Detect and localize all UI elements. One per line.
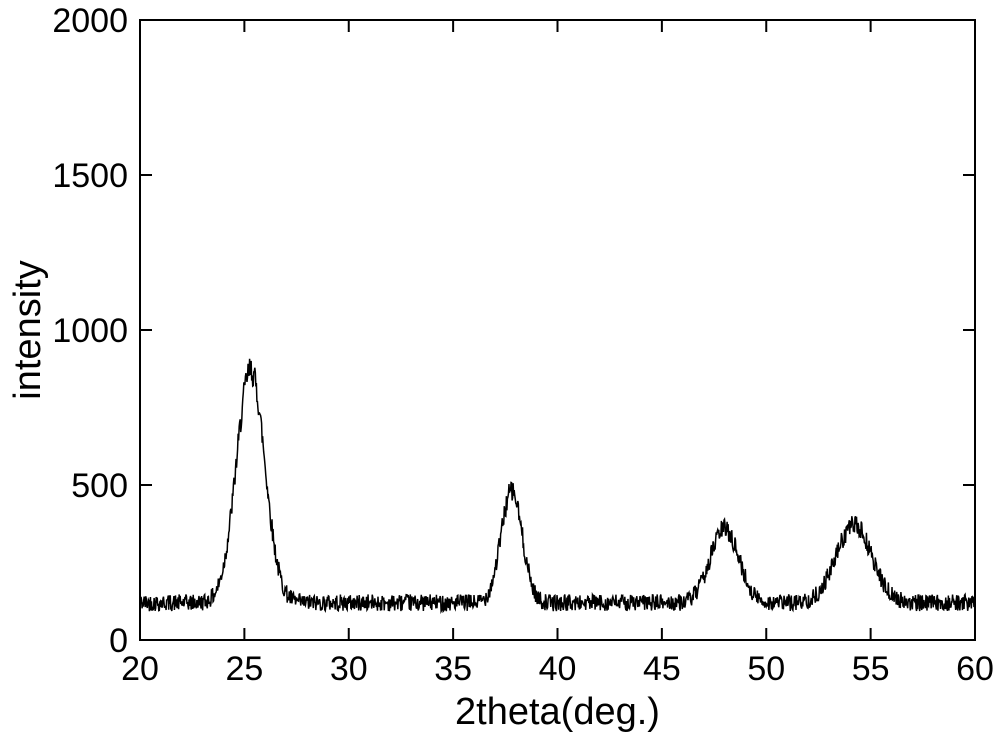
ytick-label: 0: [109, 622, 128, 660]
xtick-label: 35: [434, 650, 472, 688]
xtick-label: 60: [956, 650, 994, 688]
xtick-label: 45: [643, 650, 681, 688]
xtick-label: 55: [852, 650, 890, 688]
xtick-label: 30: [330, 650, 368, 688]
y-axis-label: intensity: [7, 260, 49, 399]
chart-svg: 20253035404550556005001000150020002theta…: [0, 0, 1000, 755]
ytick-label: 1500: [52, 157, 128, 195]
xtick-label: 50: [747, 650, 785, 688]
xtick-label: 40: [539, 650, 577, 688]
ytick-label: 2000: [52, 2, 128, 40]
xrd-chart: 20253035404550556005001000150020002theta…: [0, 0, 1000, 755]
chart-bg: [0, 0, 1000, 755]
ytick-label: 500: [71, 467, 128, 505]
ytick-label: 1000: [52, 312, 128, 350]
x-axis-label: 2theta(deg.): [455, 691, 660, 733]
xtick-label: 25: [225, 650, 263, 688]
